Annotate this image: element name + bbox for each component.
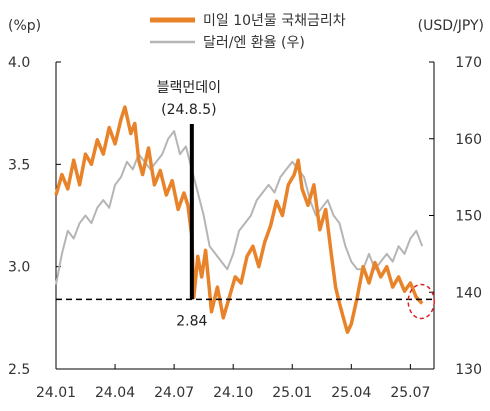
event-label-title: 블랙먼데이 [157,80,221,96]
highlight-circle [407,283,435,320]
left-axis-ticks: 4.0 3.5 3.0 2.5 [8,55,61,378]
right-tick-label: 130 [455,362,482,378]
event-label-date: (24.8.5) [161,102,216,118]
right-axis-ticks: 170 160 150 140 130 [429,55,482,378]
series-line-usdjpy [55,130,424,285]
x-tick-label: 25.01 [272,385,312,401]
x-axis-ticks: 24.01 24.04 24.07 24.10 25.01 25.04 25.07 [36,364,430,401]
x-tick-label: 25.07 [390,385,430,401]
left-axis-unit: (%p) [8,18,41,34]
left-tick-label: 4.0 [8,55,30,71]
legend: 미일 10년물 국채금리차 달러/엔 환율 (우) [150,13,346,51]
x-tick-label: 24.07 [154,385,194,401]
series-layer [54,105,424,334]
series-line-us10y-spread [54,105,424,334]
x-tick-label: 25.04 [331,385,371,401]
x-tick-label: 24.10 [213,385,253,401]
reference-line-label: 2.84 [176,313,207,329]
left-tick-label: 2.5 [8,362,30,378]
right-tick-label: 160 [455,132,482,148]
left-tick-label: 3.0 [8,260,30,276]
right-axis-unit: (USD/JPY) [418,18,484,34]
x-tick-label: 24.01 [36,385,76,401]
legend-label-us10y: 미일 10년물 국채금리차 [203,13,346,29]
right-tick-label: 150 [455,209,482,225]
right-tick-label: 170 [455,55,482,71]
right-tick-label: 140 [455,285,482,301]
left-tick-label: 3.5 [8,157,30,173]
legend-label-usdjpy: 달러/엔 환율 (우) [203,35,305,51]
x-tick-label: 24.04 [95,385,135,401]
